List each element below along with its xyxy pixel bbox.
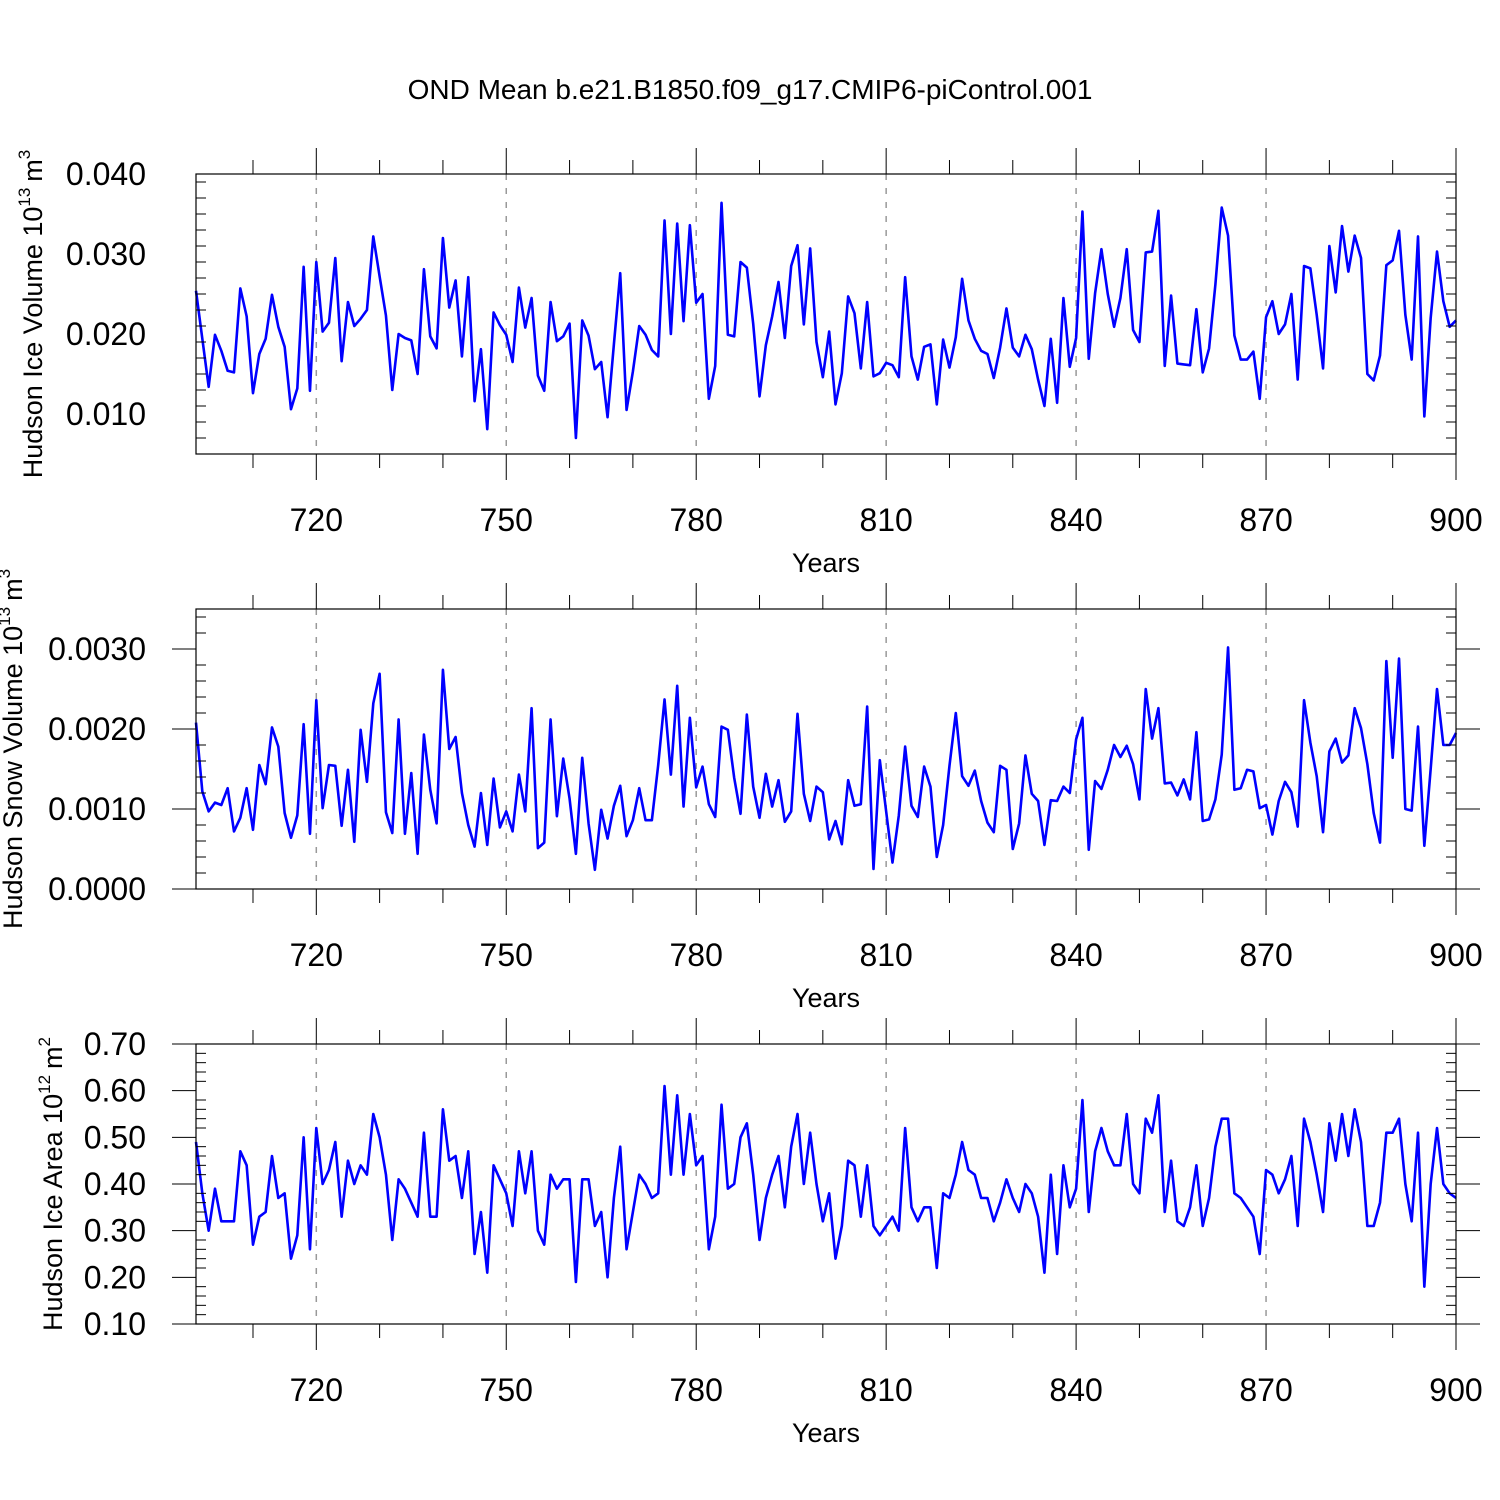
x-tick-label: 780: [670, 1372, 723, 1408]
x-tick-label: 840: [1049, 937, 1102, 973]
y-axis-label-unit-exponent: 3: [15, 150, 34, 159]
y-tick-label: 0.0000: [48, 871, 146, 907]
x-tick-label: 720: [290, 1372, 343, 1408]
x-tick-label: 900: [1429, 502, 1482, 538]
y-axis-label-text: Hudson Ice Area 10: [38, 1094, 68, 1331]
x-tick-label: 720: [290, 502, 343, 538]
y-axis-label-unit: m: [38, 1046, 68, 1069]
y-tick-label: 0.0010: [48, 791, 146, 827]
x-tick-label: 870: [1239, 937, 1292, 973]
y-axis-label-exponent: 13: [0, 607, 14, 626]
y-tick-label: 0.030: [66, 236, 146, 272]
y-tick-label: 0.70: [84, 1026, 146, 1062]
y-axis-label-unit: m: [18, 159, 48, 182]
x-tick-label: 840: [1049, 1372, 1102, 1408]
y-axis-label-exponent: 13: [15, 188, 34, 207]
x-tick-label: 750: [480, 937, 533, 973]
x-tick-label: 750: [480, 502, 533, 538]
chart-panel-2: 720 750 780 810 840 870 900 0.0000 0.0010 0.0020 0…: [0, 569, 1483, 1013]
data-series-line: [194, 646, 1458, 872]
y-tick-label: 0.50: [84, 1119, 146, 1155]
y-axis-label: Hudson Ice Area 1012 m2: [35, 1037, 68, 1331]
plot-frame: [195, 173, 1457, 455]
x-tick-label: 870: [1239, 502, 1292, 538]
y-axis-label-text: Hudson Snow Volume 10: [0, 626, 28, 929]
data-series-line: [194, 1084, 1457, 1288]
chart-title: OND Mean b.e21.B1850.f09_g17.CMIP6-piCon…: [407, 74, 1093, 105]
x-tick-label: 810: [859, 1372, 912, 1408]
x-tick-label: 870: [1239, 1372, 1292, 1408]
chart-panel-3: 720 750 780 810 840 870 900 0.10 0.20 0.30 0.40 0.5…: [35, 1018, 1483, 1448]
y-tick-label: 0.020: [66, 316, 146, 352]
y-axis-label-exponent: 12: [35, 1075, 54, 1094]
chart-panel-1: 720 750 780 810 840 870 900 0.010 0.020 0.030 0.04…: [15, 148, 1483, 578]
x-tick-label: 840: [1049, 502, 1102, 538]
y-tick-label: 0.30: [84, 1213, 146, 1249]
y-axis-label-text: Hudson Ice Volume 10: [18, 207, 48, 479]
y-tick-label: 0.10: [84, 1306, 146, 1342]
x-tick-label: 810: [859, 502, 912, 538]
y-axis-label-unit: m: [0, 578, 28, 601]
x-tick-label: 750: [480, 1372, 533, 1408]
y-tick-label: 0.40: [84, 1166, 146, 1202]
y-tick-label: 0.040: [66, 156, 146, 192]
plot-frame: [195, 1043, 1457, 1325]
x-tick-label: 900: [1429, 937, 1482, 973]
y-axis-label-unit-exponent: 3: [0, 569, 14, 578]
data-series-line: [194, 201, 1457, 440]
x-axis-label: Years: [792, 548, 860, 578]
y-tick-label: 0.0020: [48, 711, 146, 747]
x-tick-label: 720: [290, 937, 343, 973]
x-axis-label: Years: [792, 983, 860, 1013]
x-tick-label: 810: [859, 937, 912, 973]
y-tick-label: 0.20: [84, 1259, 146, 1295]
y-axis-label: Hudson Ice Volume 1013 m3: [15, 150, 48, 479]
y-axis-label-unit-exponent: 2: [35, 1037, 54, 1046]
x-tick-label: 780: [670, 502, 723, 538]
x-tick-label: 780: [670, 937, 723, 973]
plot-frame: [195, 608, 1457, 890]
y-tick-label: 0.010: [66, 396, 146, 432]
y-axis-label: Hudson Snow Volume 1013 m3: [0, 569, 28, 929]
y-tick-label: 0.60: [84, 1073, 146, 1109]
x-tick-label: 900: [1429, 1372, 1482, 1408]
x-axis-label: Years: [792, 1418, 860, 1448]
y-tick-label: 0.0030: [48, 631, 146, 667]
